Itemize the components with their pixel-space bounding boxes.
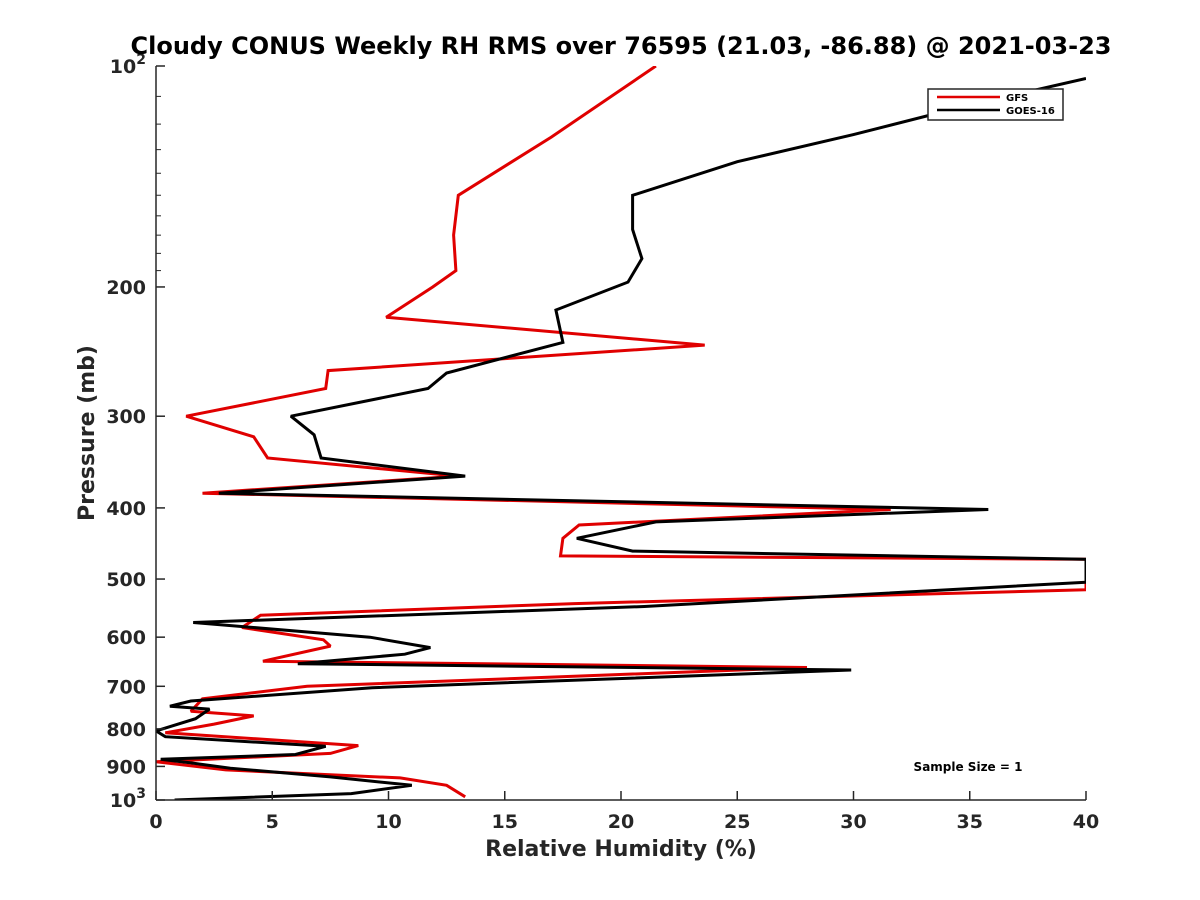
series-layer: [156, 66, 1086, 800]
y-tick-label: 800: [106, 719, 146, 741]
y-tick-label: 300: [106, 406, 146, 428]
x-tick-label: 5: [266, 811, 279, 833]
y-axis-label: Pressure (mb): [75, 345, 100, 521]
x-tick-label: 0: [149, 811, 162, 833]
x-axis-label: Relative Humidity (%): [485, 837, 757, 862]
y-tick-label: 400: [106, 498, 146, 520]
y-tick-label: 103: [110, 786, 146, 812]
x-tick-label: 35: [957, 811, 983, 833]
y-tick-label: 200: [106, 277, 146, 299]
y-tick-label: 600: [106, 627, 146, 649]
y-tick-label: 700: [106, 676, 146, 698]
plot-area: [156, 66, 1086, 800]
x-tick-label: 10: [375, 811, 401, 833]
legend-label-gfs: GFS: [1006, 93, 1028, 104]
y-tick-label: 900: [106, 756, 146, 778]
x-tick-label: 15: [492, 811, 518, 833]
sample-size-annotation: Sample Size = 1: [914, 760, 1023, 774]
chart-title: Cloudy CONUS Weekly RH RMS over 76595 (2…: [131, 32, 1112, 60]
x-tick-label: 40: [1073, 811, 1099, 833]
x-tick-label: 20: [608, 811, 634, 833]
tick-layer: 0 5 10 15 20 25 30 35 40 200 300 400 500 600 700 800 900…: [106, 52, 1099, 833]
x-tick-label: 25: [724, 811, 750, 833]
legend-label-goes16: GOES-16: [1006, 106, 1055, 117]
series-line-goes16: [156, 77, 1086, 800]
y-tick-label: 102: [110, 52, 146, 78]
legend: GFS GOES-16: [927, 88, 1064, 121]
legend-box: [927, 88, 1064, 121]
x-tick-label: 30: [840, 811, 866, 833]
y-tick-label: 500: [106, 569, 146, 591]
